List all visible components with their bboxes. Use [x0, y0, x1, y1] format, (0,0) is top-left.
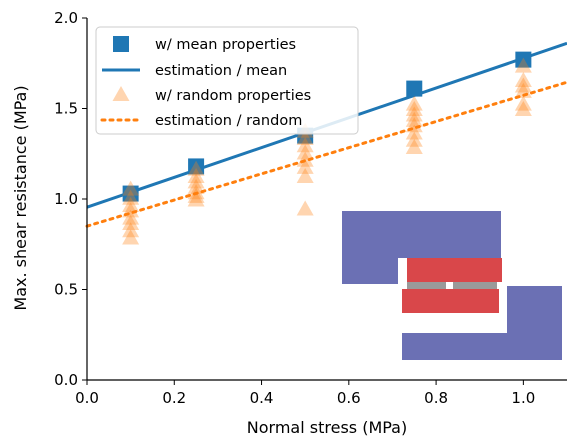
x-tick-label-0: 0.0: [75, 389, 99, 407]
legend-label-1: estimation / mean: [155, 63, 287, 79]
random-point-2: [122, 215, 140, 231]
random-point-31: [514, 101, 532, 117]
random-point-35: [514, 72, 532, 88]
legend-label-2: w/ random properties: [155, 88, 311, 104]
x-tick-label-1: 0.2: [162, 389, 186, 407]
y-tick-label-4: 2.0: [54, 9, 78, 27]
x-tick-label-3: 0.6: [337, 389, 361, 407]
random-point-25: [405, 124, 423, 140]
random-point-30: [405, 95, 423, 111]
series-line-3: [85, 80, 567, 228]
random-point-16: [296, 167, 314, 183]
mean-point-1: [188, 158, 205, 175]
inset-lower-box-right: [507, 286, 562, 360]
random-point-6: [122, 189, 140, 205]
legend-label-3: estimation / random: [155, 113, 302, 129]
ticks: 0.0 0.2 0.4 0.6 0.8 1.0 0.0 0.5 1.0 1.5 2.0: [54, 9, 535, 407]
y-tick-label-2: 1.0: [54, 190, 78, 208]
random-point-9: [187, 187, 205, 203]
y-tick-label-0: 0.0: [54, 371, 78, 389]
random-point-1: [122, 222, 140, 238]
x-tick-label-4: 0.8: [424, 389, 448, 407]
random-point-36: [514, 57, 532, 73]
random-point-3: [122, 209, 140, 225]
random-point-12: [187, 173, 205, 189]
y-tick-label-3: 1.5: [54, 100, 78, 118]
inset-interface-left: [407, 282, 446, 289]
random-point-0: [122, 229, 140, 245]
random-point-14: [187, 160, 205, 176]
random-point-33: [514, 82, 532, 98]
random-point-34: [514, 77, 532, 93]
legend-box: [95, 26, 359, 135]
legend-key-2: [112, 86, 130, 101]
random-point-15: [296, 200, 314, 216]
mean-point-4: [515, 51, 532, 68]
random-point-11: [187, 178, 205, 194]
x-axis-label: Normal stress (MPa): [247, 418, 407, 437]
random-point-26: [405, 117, 423, 133]
random-point-29: [405, 101, 423, 117]
x-tick-label-5: 1.0: [511, 389, 535, 407]
inset-sample-upper: [407, 258, 502, 282]
inset-upper-box-left: [342, 211, 398, 284]
random-point-10: [187, 184, 205, 200]
random-point-19: [296, 144, 314, 160]
random-point-21: [296, 129, 314, 145]
y-tick-label-1: 0.5: [54, 281, 78, 299]
random-point-7: [122, 180, 140, 196]
legend-label-0: w/ mean properties: [155, 37, 296, 53]
mean-point-3: [406, 80, 423, 97]
random-point-23: [405, 139, 423, 155]
random-point-28: [405, 106, 423, 122]
mean-point-0: [122, 185, 139, 202]
random-point-13: [187, 167, 205, 183]
random-point-8: [187, 191, 205, 207]
random-point-18: [296, 151, 314, 167]
legend: w/ mean properties estimation / mean w/ ra…: [95, 26, 359, 135]
inset-sample-lower: [402, 289, 499, 313]
random-point-5: [122, 196, 140, 212]
y-axis-label: Max. shear resistance (MPa): [11, 85, 30, 310]
shear-box-inset: [342, 211, 562, 360]
legend-key-0: [113, 36, 129, 52]
random-point-20: [296, 137, 314, 153]
random-point-24: [405, 131, 423, 147]
random-point-4: [122, 202, 140, 218]
x-tick-label-2: 0.4: [250, 389, 274, 407]
random-point-27: [405, 111, 423, 127]
inset-interface-right: [453, 282, 497, 289]
random-point-32: [514, 95, 532, 111]
random-point-17: [296, 158, 314, 174]
